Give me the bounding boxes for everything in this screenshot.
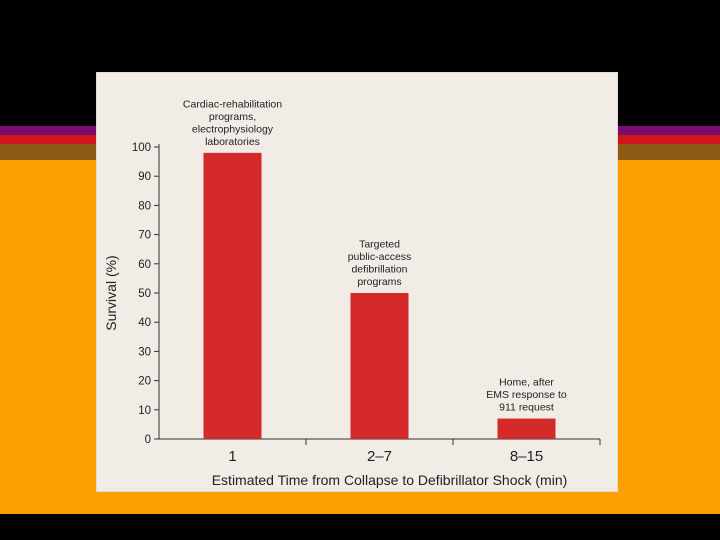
y-tick-label: 80 xyxy=(138,200,151,212)
bar-annotation-1: Cardiac-rehabilitation programs, electroph… xyxy=(183,98,282,148)
y-tick-label: 70 xyxy=(138,230,151,242)
y-tick-label: 10 xyxy=(138,405,151,417)
y-tick-label: 50 xyxy=(138,288,151,300)
bar-2 xyxy=(350,293,409,439)
x-tick-label: 1 xyxy=(228,448,236,465)
y-tick-label: 40 xyxy=(138,317,151,329)
chart-photo: 0 10 20 30 40 50 60 70 80 90 100 1 Cardiac-rehabilit… xyxy=(96,72,618,492)
y-tick-label: 100 xyxy=(132,142,151,154)
bar-3 xyxy=(497,418,556,439)
bar-annotation-3: Home, after EMS response to 911 request xyxy=(486,377,567,414)
x-axis-title: Estimated Time from Collapse to Defibril… xyxy=(212,472,568,488)
bar-annotation-2: Targeted public-access defibrillation progr… xyxy=(348,239,412,289)
y-axis-title: Survival (%) xyxy=(103,255,119,330)
y-tick-label: 0 xyxy=(145,434,151,446)
y-tick-label: 20 xyxy=(138,376,151,388)
y-tick-label: 30 xyxy=(138,346,151,358)
y-tick-label: 60 xyxy=(138,259,151,271)
bar-1 xyxy=(203,152,262,439)
x-tick-label: 8–15 xyxy=(510,448,543,465)
y-tick-label: 90 xyxy=(138,171,151,183)
x-tick-label: 2–7 xyxy=(367,448,392,465)
bar-chart: 0 10 20 30 40 50 60 70 80 90 100 1 Cardiac-rehabilit… xyxy=(103,98,601,488)
